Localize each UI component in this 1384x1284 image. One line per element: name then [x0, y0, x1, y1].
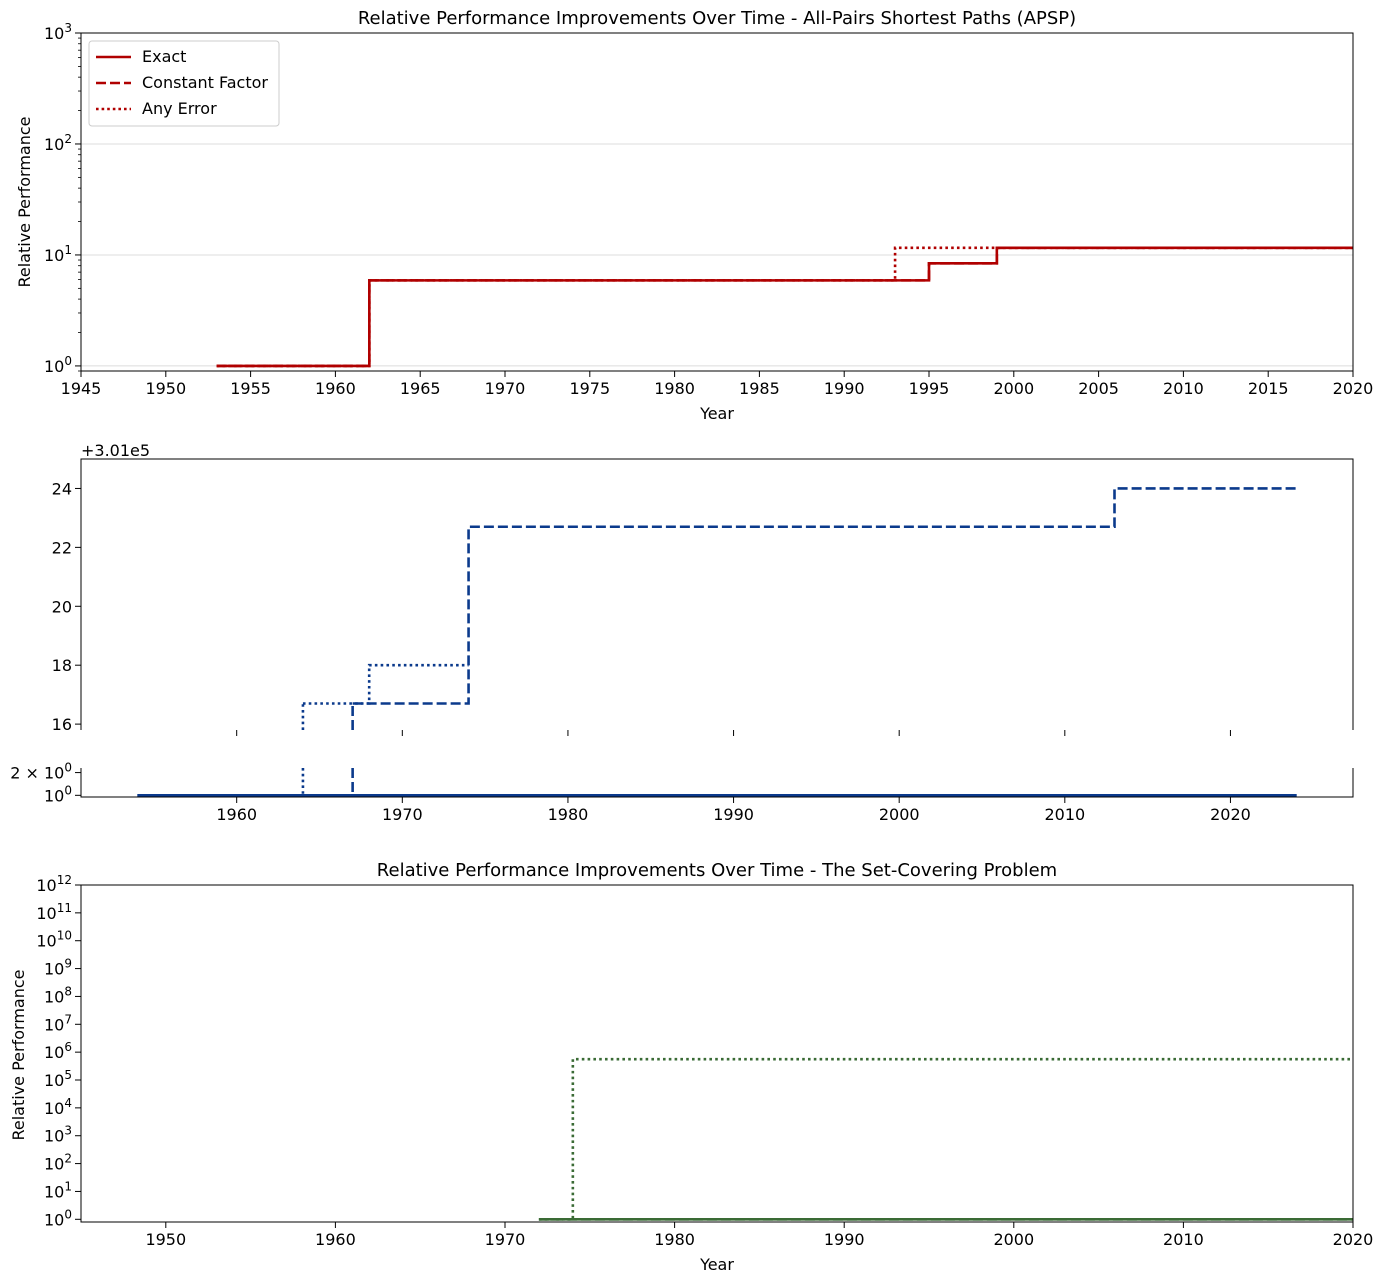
set-covering-y-tick-label: 1011 [36, 901, 72, 923]
set-covering-x-tick-label: 1980 [654, 1230, 695, 1249]
upper-y-tick-label: 22 [52, 538, 72, 557]
apsp-y-tick-label: 101 [44, 243, 72, 265]
apsp-x-tick-label: 1955 [230, 379, 271, 398]
apsp-x-ticks: 1945 1950 1955 1960 1965 1970 1975 1980 1985 1990… [61, 371, 1374, 398]
upper-panel-frame [80, 458, 1354, 730]
legend-label-exact: Exact [142, 47, 186, 66]
apsp-x-tick-label: 2005 [1078, 379, 1119, 398]
apsp-y-ticks: 100 101 102 103 [44, 21, 81, 376]
apsp-legend: Exact Constant Factor Any Error [88, 40, 280, 127]
set-covering-y-tick-label: 101 [44, 1179, 72, 1201]
apsp-x-tick-label: 2015 [1248, 379, 1289, 398]
apsp-x-tick-label: 1985 [739, 379, 780, 398]
upper-y-ticks: 16 18 20 22 24 [52, 479, 81, 734]
apsp-series-line-dotted [216, 246, 1353, 368]
set-covering-x-tick-label: 2020 [1333, 1230, 1374, 1249]
apsp-x-tick-label: 1960 [315, 379, 356, 398]
set-covering-x-tick-label: 1960 [315, 1230, 356, 1249]
set-covering-y-tick-label: 102 [44, 1152, 72, 1174]
set-covering-y-tick-label: 1010 [36, 929, 72, 951]
set-covering-x-axis-label: Year [699, 1255, 734, 1274]
apsp-x-tick-label: 1975 [569, 379, 610, 398]
apsp-y-tick-label: 102 [44, 132, 72, 154]
apsp-series-line-dashed [216, 246, 1353, 368]
set-covering-chart-title: Relative Performance Improvements Over T… [377, 860, 1057, 881]
set-covering-x-tick-label: 2000 [993, 1230, 1034, 1249]
apsp-y-tick-label: 103 [44, 21, 72, 43]
lower-x-tick-label: 1970 [382, 805, 423, 824]
set-covering-x-ticks: 1950 1960 1970 1980 1990 2000 2010 2020 [145, 1222, 1373, 1249]
lower-x-tick-label: 2010 [1044, 805, 1085, 824]
set-covering-y-tick-label: 1012 [36, 873, 72, 895]
offset-label: +3.01e5 [81, 441, 150, 460]
set-covering-y-tick-label: 106 [44, 1040, 72, 1062]
lower-x-tick-label: 1980 [548, 805, 589, 824]
apsp-x-tick-label: 1970 [485, 379, 526, 398]
lower-panel-frame [80, 768, 1354, 798]
lower-x-ticks: 1960 1970 1980 1990 2000 2010 2020 [216, 797, 1251, 824]
apsp-chart-title: Relative Performance Improvements Over T… [358, 8, 1076, 29]
apsp-y-tick-label: 100 [44, 354, 72, 376]
broken-upper-series-line-dotted [302, 663, 469, 705]
set-covering-y-tick-label: 109 [44, 957, 72, 979]
apsp-y-axis-label: Relative Performance [15, 117, 34, 288]
legend-label-constant-factor: Constant Factor [142, 73, 268, 92]
lower-x-tick-label: 2020 [1210, 805, 1251, 824]
set-covering-y-tick-label: 104 [44, 1096, 72, 1118]
apsp-chart: Relative Performance Improvements Over T… [15, 8, 1373, 423]
legend-label-any-error: Any Error [142, 99, 217, 118]
apsp-x-tick-label: 1950 [145, 379, 186, 398]
upper-y-tick-label: 20 [52, 597, 72, 616]
apsp-x-tick-label: 1990 [824, 379, 865, 398]
apsp-x-tick-label: 1965 [400, 379, 441, 398]
upper-series [301, 487, 1297, 730]
set-covering-y-axis-label: Relative Performance [9, 970, 28, 1141]
set-covering-y-tick-label: 103 [44, 1124, 72, 1146]
apsp-x-tick-label: 1945 [61, 379, 102, 398]
lower-x-tick-label: 2000 [879, 805, 920, 824]
apsp-x-axis-label: Year [699, 404, 734, 423]
set-covering-x-tick-label: 1970 [485, 1230, 526, 1249]
lower-x-tick-label: 1990 [713, 805, 754, 824]
apsp-series [216, 246, 1353, 368]
apsp-x-tick-label: 2010 [1163, 379, 1204, 398]
apsp-x-tick-label: 1980 [654, 379, 695, 398]
set-covering-y-tick-label: 108 [44, 984, 72, 1006]
set-covering-x-tick-label: 1950 [145, 1230, 186, 1249]
set-covering-plot-frame [80, 884, 1354, 1223]
lower-series [137, 768, 1297, 797]
set-covering-y-tick-label: 105 [44, 1068, 72, 1090]
lower-y-tick-label: 100 [44, 783, 72, 805]
apsp-x-tick-label: 1995 [909, 379, 950, 398]
lower-y-tick-label: 2 × 100 [10, 761, 72, 783]
set-covering-series-line-dotted [538, 1057, 1353, 1221]
upper-y-tick-label: 16 [52, 715, 72, 734]
set-covering-chart: Relative Performance Improvements Over T… [9, 860, 1373, 1274]
set-covering-y-tick-label: 100 [44, 1207, 72, 1229]
set-covering-series [538, 1057, 1353, 1221]
apsp-series-line-solid [216, 246, 1353, 368]
set-covering-y-tick-label: 107 [44, 1012, 72, 1034]
apsp-plot-frame [80, 32, 1354, 372]
apsp-x-tick-label: 2020 [1333, 379, 1374, 398]
upper-x-tick-marks [236, 730, 1231, 736]
upper-y-tick-label: 18 [52, 656, 72, 675]
apsp-x-tick-label: 2000 [993, 379, 1034, 398]
legend-box [88, 40, 280, 127]
set-covering-x-tick-label: 1990 [824, 1230, 865, 1249]
set-covering-y-ticks: 100 101 102 103 104 105 106 107 108 109 1010 1011 10… [36, 873, 81, 1229]
lower-x-tick-label: 1960 [216, 805, 257, 824]
broken-upper-series-line-dashed [352, 487, 1297, 705]
set-covering-x-tick-label: 2010 [1163, 1230, 1204, 1249]
upper-y-tick-label: 24 [52, 479, 72, 498]
